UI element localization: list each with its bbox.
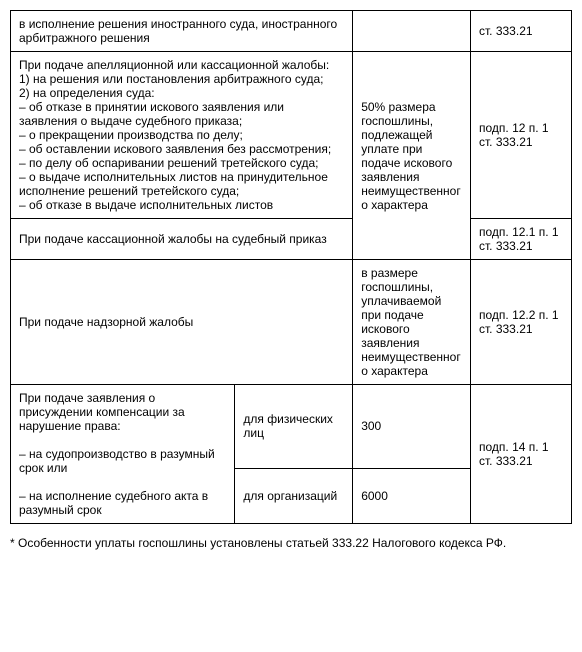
cell-desc: При подаче заявления о присуждении компе…: [11, 385, 235, 524]
cell-ref: подп. 12 п. 1 ст. 333.21: [471, 52, 572, 219]
table-row: При подаче заявления о присуждении компе…: [11, 385, 572, 469]
cell-amt: 300: [353, 385, 471, 469]
cell-desc: При подаче апелляционной или кассационно…: [11, 52, 353, 219]
footnote-text: * Особенности уплаты госпошлины установл…: [10, 536, 572, 550]
table-row: При подаче надзорной жалобы в размере го…: [11, 260, 572, 385]
cell-ref: ст. 333.21: [471, 11, 572, 52]
cell-ref: подп. 12.2 п. 1 ст. 333.21: [471, 260, 572, 385]
cell-desc: При подаче надзорной жалобы: [11, 260, 353, 385]
table-row: При подаче кассационной жалобы на судебн…: [11, 219, 572, 260]
cell-desc: в исполнение решения иностранного суда, …: [11, 11, 353, 52]
cell-subject: для физических лиц: [235, 385, 353, 469]
cell-ref: подп. 14 п. 1 ст. 333.21: [471, 385, 572, 524]
table-row: При подаче апелляционной или кассационно…: [11, 52, 572, 219]
cell-amt: 50% размера госпошлины, подлежащей уплат…: [353, 52, 471, 260]
fee-table: в исполнение решения иностранного суда, …: [10, 10, 572, 524]
cell-subject: для организаций: [235, 468, 353, 523]
cell-amt: в размере госпошлины, уплачиваемой при п…: [353, 260, 471, 385]
cell-amt: [353, 11, 471, 52]
table-row: в исполнение решения иностранного суда, …: [11, 11, 572, 52]
cell-amt: 6000: [353, 468, 471, 523]
cell-desc: При подаче кассационной жалобы на судебн…: [11, 219, 353, 260]
cell-ref: подп. 12.1 п. 1 ст. 333.21: [471, 219, 572, 260]
